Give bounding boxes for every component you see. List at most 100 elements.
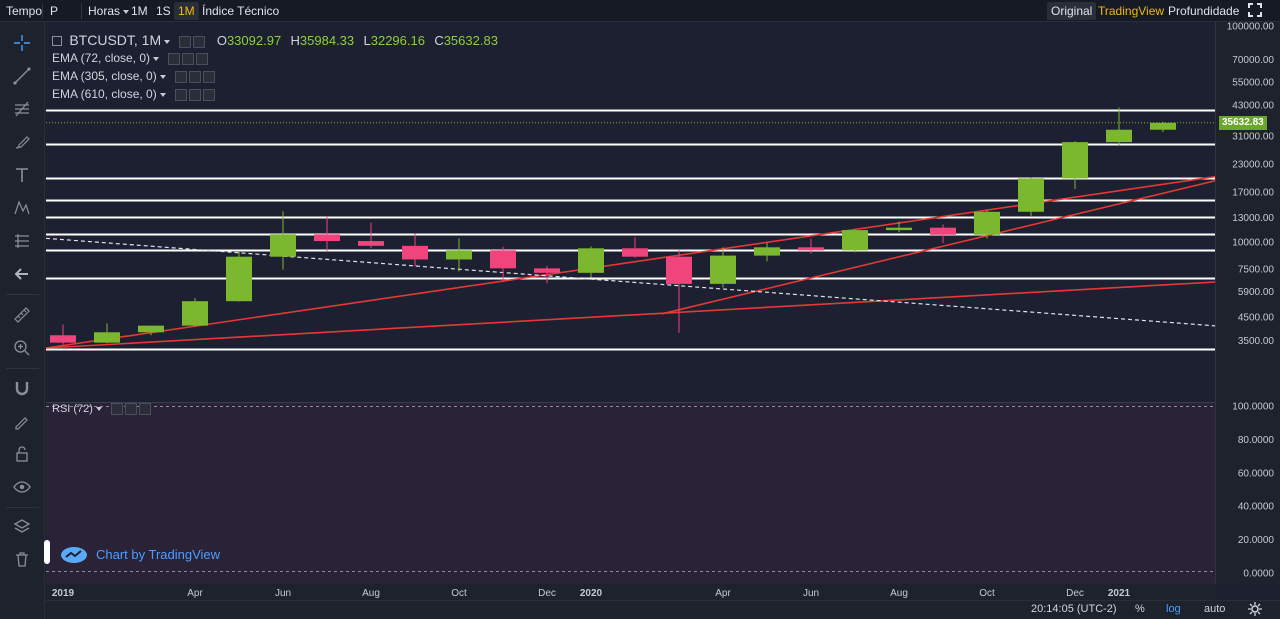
pattern-tool-icon[interactable]	[9, 195, 35, 221]
open-key: O	[216, 33, 227, 48]
tradingview-watermark[interactable]: Chart by TradingView	[60, 545, 220, 563]
view-tradingview-tab[interactable]: TradingView	[1098, 4, 1165, 18]
zoom-in-icon[interactable]	[9, 335, 35, 361]
rsi-legend[interactable]: RSI (72)	[52, 403, 152, 416]
arrow-left-icon[interactable]	[9, 261, 35, 287]
trend-lines[interactable]	[46, 170, 1215, 349]
trend-line-icon[interactable]	[9, 63, 35, 89]
symbol-legend: BTCUSDT, 1M O33092.97 H35984.33 L32296.1…	[52, 32, 498, 48]
auto-toggle[interactable]: auto	[1204, 603, 1226, 615]
magnet-icon[interactable]	[9, 375, 35, 401]
top-toolbar: Tempo P Horas 1M 1S 1M Índice Técnico Or…	[0, 0, 1280, 32]
time-tick-label: Dec	[1066, 588, 1084, 599]
hours-dropdown[interactable]: Horas	[84, 2, 133, 20]
gear-icon[interactable]	[1248, 602, 1262, 619]
ema-610-legend[interactable]: EMA (610, close, 0)	[52, 87, 216, 101]
close-icon[interactable]	[203, 70, 216, 83]
high-value: 35984.33	[299, 33, 355, 48]
timeframe-1m[interactable]: 1M	[174, 2, 199, 20]
time-tick-label: Jun	[275, 588, 291, 599]
chevron-down-icon[interactable]	[153, 56, 160, 61]
trash-icon[interactable]	[9, 546, 35, 572]
candle-body	[226, 256, 252, 302]
settings-icon[interactable]	[189, 70, 202, 83]
clock-readout: 20:14:05 (UTC-2)	[1031, 603, 1117, 615]
layers-icon[interactable]	[9, 514, 35, 540]
close-icon[interactable]	[196, 52, 209, 65]
trend-line[interactable]	[46, 280, 1215, 349]
brush-icon[interactable]	[9, 129, 35, 155]
ema-72-label: EMA (72, close, 0)	[52, 51, 151, 65]
chevron-down-icon[interactable]	[159, 92, 166, 97]
candle-body	[710, 255, 736, 284]
candle	[270, 211, 296, 270]
candle	[182, 298, 208, 327]
lock-icon[interactable]	[9, 441, 35, 467]
price-chart[interactable]	[46, 22, 1215, 584]
close-icon[interactable]	[139, 403, 152, 416]
eye-icon[interactable]	[9, 474, 35, 500]
technical-indicator-button[interactable]: Índice Técnico	[202, 4, 280, 18]
candle-body	[930, 227, 956, 235]
candle-body	[358, 241, 384, 246]
price-tick-label: 7500.00	[1238, 264, 1275, 275]
time-tick-label: Jun	[803, 588, 819, 599]
hide-icon[interactable]	[111, 403, 124, 416]
price-tick-label: 55000.00	[1232, 78, 1274, 89]
hide-icon[interactable]	[175, 88, 188, 101]
candle	[578, 246, 604, 278]
candle-body	[886, 227, 912, 231]
settings-icon[interactable]	[179, 35, 192, 48]
symbol-label[interactable]: BTCUSDT, 1M	[69, 32, 162, 48]
time-axis[interactable]: 2019 Apr Jun Aug Oct Dec 2020 Apr Jun Aug Oct Dec 20…	[46, 584, 1259, 600]
price-axis[interactable]: 100000.00 70000.00 55000.00 43000.00 31000.0…	[1215, 22, 1280, 584]
collapse-icon[interactable]	[52, 36, 62, 46]
price-tick-label: 4500.00	[1238, 312, 1275, 323]
text-tool-icon[interactable]	[9, 162, 35, 188]
fullscreen-icon[interactable]	[1244, 3, 1266, 21]
candle-body	[138, 325, 164, 333]
candle	[974, 210, 1000, 239]
ruler-icon[interactable]	[9, 302, 35, 328]
close-icon[interactable]	[203, 88, 216, 101]
view-original-tab[interactable]: Original	[1047, 2, 1097, 20]
chevron-down-icon[interactable]	[164, 39, 171, 44]
trend-line[interactable]	[661, 170, 1215, 315]
fib-tool-icon[interactable]	[9, 96, 35, 122]
tradingview-logo-icon	[61, 547, 87, 563]
chevron-down-icon	[123, 9, 130, 14]
pane-resize-handle[interactable]	[44, 540, 50, 564]
settings-icon[interactable]	[189, 88, 202, 101]
timeframe-1m-low[interactable]: 1M	[131, 4, 148, 18]
percent-toggle[interactable]: %	[1135, 603, 1145, 615]
ema-305-legend[interactable]: EMA (305, close, 0)	[52, 69, 216, 83]
hide-icon[interactable]	[193, 35, 206, 48]
ema-72-legend[interactable]: EMA (72, close, 0)	[52, 51, 209, 65]
hide-icon[interactable]	[168, 52, 181, 65]
candle-body	[446, 250, 472, 260]
price-tick-label: 100000.00	[1227, 22, 1275, 33]
settings-icon[interactable]	[182, 52, 195, 65]
view-depth-tab[interactable]: Profundidade	[1168, 4, 1240, 18]
hide-icon[interactable]	[175, 70, 188, 83]
candle-body	[842, 230, 868, 251]
log-toggle[interactable]: log	[1166, 603, 1181, 615]
crosshair-icon[interactable]	[9, 30, 35, 56]
candle	[754, 242, 780, 262]
high-key: H	[290, 33, 300, 48]
trend-line[interactable]	[46, 170, 1215, 349]
period-value: P	[50, 4, 59, 18]
settings-icon[interactable]	[125, 403, 138, 416]
candle	[94, 323, 120, 344]
stay-drawing-icon[interactable]	[9, 408, 35, 434]
timeframe-1s[interactable]: 1S	[156, 4, 171, 18]
time-tick-label: 2020	[580, 588, 603, 599]
chevron-down-icon[interactable]	[95, 407, 102, 412]
horizontal-levels[interactable]	[46, 109, 1215, 351]
chevron-down-icon[interactable]	[159, 74, 166, 79]
time-tick-label: Apr	[187, 588, 203, 599]
watermark-text: Chart by TradingView	[96, 546, 221, 562]
prediction-tool-icon[interactable]	[9, 228, 35, 254]
period-select[interactable]: P	[46, 2, 78, 32]
